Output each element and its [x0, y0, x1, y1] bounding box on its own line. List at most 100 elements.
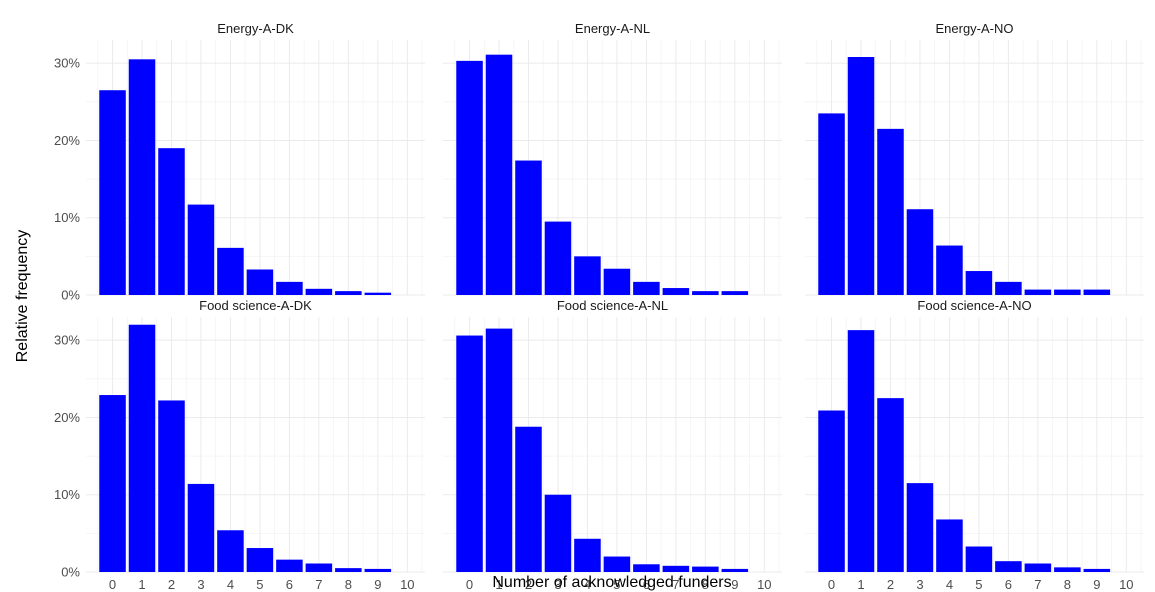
bar: [603, 556, 631, 572]
bar: [662, 288, 690, 295]
bar: [1083, 289, 1111, 295]
bar: [906, 483, 934, 572]
bar: [692, 291, 719, 295]
bar: [721, 568, 749, 572]
x-tick-label: 7: [672, 577, 679, 592]
bar: [1054, 289, 1081, 295]
x-tick-label: 7: [1034, 577, 1041, 592]
x-tick-label: 9: [374, 577, 381, 592]
bar: [158, 148, 185, 295]
bar: [246, 269, 274, 295]
y-tick-label: 10%: [54, 487, 80, 502]
bar: [633, 564, 660, 572]
bar: [217, 247, 244, 295]
x-tick-label: 0: [109, 577, 116, 592]
x-axis-title: Number of acknowledged funders: [492, 574, 731, 591]
bar: [1083, 568, 1111, 572]
x-tick-label: 5: [256, 577, 263, 592]
x-tick-label: 5: [613, 577, 620, 592]
facet-panel: Energy-A-NO: [805, 21, 1144, 296]
x-tick-label: 2: [525, 577, 532, 592]
bar: [877, 398, 904, 572]
x-tick-label: 10: [1119, 577, 1133, 592]
y-axis-title: Relative frequency: [14, 230, 31, 363]
bar: [965, 546, 993, 572]
bar: [1024, 563, 1052, 572]
x-tick-label: 1: [495, 577, 502, 592]
bar: [936, 519, 963, 572]
bar: [603, 268, 631, 295]
bar: [276, 559, 303, 572]
bar: [187, 483, 215, 572]
bar: [906, 209, 934, 295]
facet-panel: Food science-A-DK 0% 10% 20% 30% 0 1 2 3 4 5 6 7 8 9 10: [54, 298, 425, 592]
y-tick-label: 0%: [61, 565, 80, 580]
bar: [456, 60, 483, 296]
bar: [128, 324, 156, 572]
bar: [995, 561, 1022, 572]
bar: [877, 128, 904, 295]
bar: [305, 288, 333, 295]
y-tick-label: 0%: [61, 288, 80, 303]
x-tick-label: 8: [1064, 577, 1071, 592]
bar: [1054, 567, 1081, 572]
y-tick-label: 30%: [54, 333, 80, 348]
bar: [217, 530, 244, 572]
bar: [515, 426, 542, 572]
bar: [335, 568, 362, 572]
panels-layer: Energy-A-DK0%10%20%30%Energy-A-NL Energy-…: [54, 21, 1144, 592]
x-tick-label: 10: [400, 577, 414, 592]
x-tick-label: 4: [946, 577, 953, 592]
bar: [515, 160, 542, 295]
bar: [485, 54, 513, 295]
bar: [574, 538, 601, 572]
y-tick-label: 20%: [54, 133, 80, 148]
x-tick-label: 5: [975, 577, 982, 592]
bar: [456, 335, 483, 572]
bar: [692, 566, 719, 572]
bar: [335, 291, 362, 295]
bar: [995, 281, 1022, 295]
x-tick-label: 3: [554, 577, 561, 592]
x-tick-label: 6: [286, 577, 293, 592]
bar: [305, 563, 333, 572]
facet-panel: Food science-A-NL 0 1 2 3 4 5 6 7 8 9 10: [443, 298, 782, 592]
bar: [633, 281, 660, 295]
y-tick-label: 20%: [54, 410, 80, 425]
x-tick-label: 2: [168, 577, 175, 592]
bar: [847, 57, 875, 295]
x-tick-label: 9: [731, 577, 738, 592]
x-tick-label: 6: [643, 577, 650, 592]
facet-panel: Energy-A-NL: [443, 21, 782, 296]
x-tick-label: 8: [702, 577, 709, 592]
x-tick-label: 0: [466, 577, 473, 592]
bar: [721, 291, 749, 295]
facet-title: Energy-A-DK: [217, 21, 294, 36]
bar: [544, 494, 572, 572]
x-tick-label: 6: [1005, 577, 1012, 592]
y-tick-label: 30%: [54, 56, 80, 71]
bar: [847, 330, 875, 572]
x-tick-label: 3: [916, 577, 923, 592]
x-tick-label: 7: [315, 577, 322, 592]
bar: [99, 90, 126, 296]
bar: [276, 281, 303, 295]
bar: [936, 245, 963, 295]
bar: [364, 292, 392, 295]
x-tick-label: 0: [828, 577, 835, 592]
x-tick-label: 4: [584, 577, 591, 592]
bar: [574, 256, 601, 295]
bar: [662, 565, 690, 572]
x-tick-label: 10: [757, 577, 771, 592]
x-tick-label: 9: [1093, 577, 1100, 592]
bar: [99, 395, 126, 572]
facet-title: Food science-A-NL: [557, 298, 668, 313]
y-tick-label: 10%: [54, 210, 80, 225]
facet-title: Energy-A-NO: [935, 21, 1013, 36]
facet-panel: Energy-A-DK 0% 10% 20% 30%: [54, 21, 425, 303]
bar: [158, 400, 185, 572]
bar: [187, 204, 215, 295]
bar: [364, 568, 392, 572]
x-tick-label: 1: [857, 577, 864, 592]
